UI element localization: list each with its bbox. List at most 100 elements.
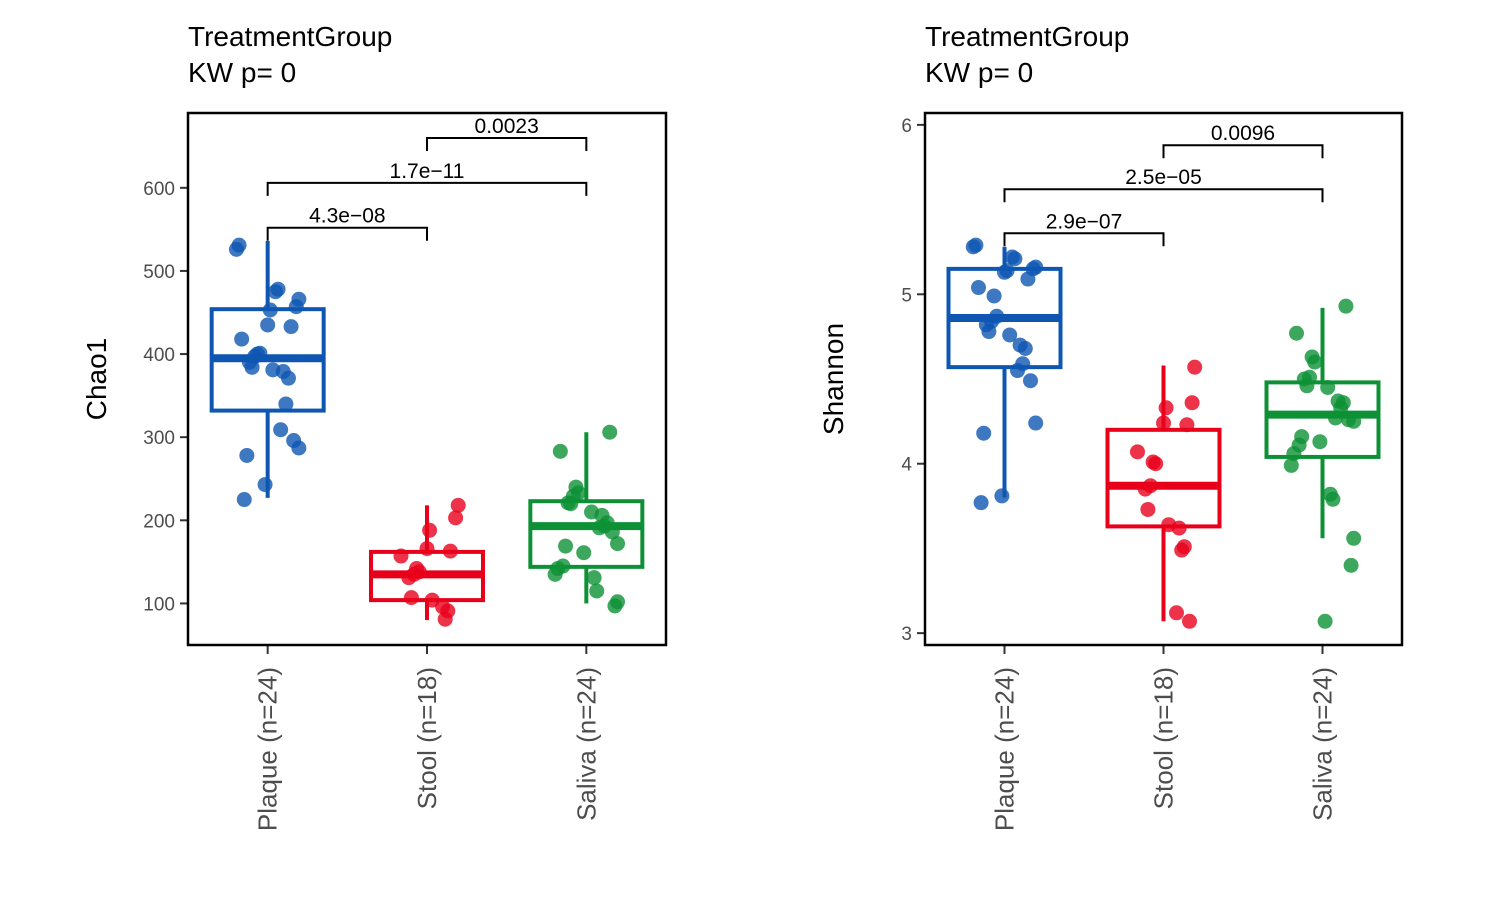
p-value-label: 2.9e−07 <box>1046 210 1123 233</box>
data-point-saliva <box>602 424 618 440</box>
x-tick-label: Saliva (n=24) <box>571 667 601 821</box>
chart-subtitle: KW p= 0 <box>188 57 296 88</box>
data-point-saliva <box>558 538 574 554</box>
data-point-plaque <box>1028 415 1044 431</box>
x-tick-label: Plaque (n=24) <box>253 667 283 831</box>
chart-title: TreatmentGroup <box>925 21 1129 52</box>
p-value-label: 0.0023 <box>475 115 539 138</box>
data-point-plaque <box>236 492 252 508</box>
y-axis-label: Chao1 <box>81 338 112 421</box>
data-point-stool <box>1156 415 1171 431</box>
data-point-plaque <box>973 495 989 511</box>
data-point-plaque <box>239 447 255 463</box>
data-point-plaque <box>981 324 997 340</box>
data-point-stool <box>1158 400 1174 416</box>
p-value-label: 0.0096 <box>1211 122 1275 145</box>
data-point-saliva <box>1320 379 1336 395</box>
chart-subtitle: KW p= 0 <box>925 57 1033 88</box>
y-tick-label: 200 <box>143 511 175 532</box>
data-point-saliva <box>1289 325 1304 341</box>
p-value-label: 2.5e−05 <box>1125 166 1202 189</box>
data-point-plaque <box>244 359 260 375</box>
data-point-plaque <box>291 440 307 456</box>
data-point-plaque <box>228 241 244 257</box>
data-point-stool <box>437 611 453 627</box>
data-point-saliva <box>591 520 607 536</box>
data-point-plaque <box>270 281 286 297</box>
data-point-saliva <box>1325 491 1341 507</box>
bracket-line <box>266 226 428 241</box>
data-point-plaque <box>283 319 299 335</box>
p-value-label: 4.3e−08 <box>309 205 386 228</box>
data-point-stool <box>403 590 419 606</box>
data-point-stool <box>1148 456 1164 472</box>
data-point-saliva <box>1286 446 1302 462</box>
data-point-stool <box>1187 359 1203 375</box>
chart-title: TreatmentGroup <box>188 21 392 52</box>
data-point-stool <box>1182 613 1197 629</box>
x-tick-label: Plaque (n=24) <box>990 667 1020 831</box>
data-point-stool <box>1169 605 1184 621</box>
data-point-stool <box>422 522 438 538</box>
data-point-saliva <box>607 598 623 614</box>
data-point-plaque <box>1002 327 1018 343</box>
data-point-saliva <box>563 496 579 512</box>
data-point-saliva <box>586 570 602 586</box>
data-point-saliva <box>552 443 568 459</box>
chart-panel-1: TreatmentGroup KW p= 0 Chao1 100 200 300 400 50… <box>81 21 668 831</box>
box-body <box>528 499 645 569</box>
data-point-saliva <box>1307 354 1323 370</box>
bracket-line <box>426 136 588 151</box>
bracket-line <box>1162 144 1324 159</box>
data-point-saliva <box>1338 298 1354 314</box>
data-point-saliva <box>1328 410 1343 426</box>
box-saliva <box>528 432 645 604</box>
data-point-saliva <box>1346 413 1362 429</box>
data-point-stool <box>419 541 435 557</box>
x-tick-label: Stool (n=18) <box>1149 667 1179 809</box>
data-point-saliva <box>576 545 592 561</box>
significance-bracket: 2.9e−07 <box>1003 210 1165 247</box>
box-plaque <box>946 246 1063 498</box>
data-point-saliva <box>589 583 605 599</box>
significance-bracket: 2.5e−05 <box>1003 166 1324 203</box>
data-point-plaque <box>1010 363 1025 379</box>
data-point-plaque <box>976 425 992 441</box>
y-tick-label: 400 <box>143 345 175 366</box>
data-point-saliva <box>547 566 563 582</box>
plot-frame <box>923 111 1404 647</box>
data-point-saliva <box>1317 613 1333 629</box>
data-point-stool <box>448 510 464 526</box>
data-point-stool <box>1137 481 1153 497</box>
data-point-stool <box>401 570 417 586</box>
data-point-saliva <box>610 536 626 552</box>
data-point-stool <box>1171 520 1187 536</box>
y-tick-label: 600 <box>143 179 175 200</box>
data-point-stool <box>442 543 458 559</box>
bracket-line <box>266 181 588 196</box>
significance-bracket: 4.3e−08 <box>266 205 428 241</box>
data-point-plaque <box>997 264 1012 280</box>
data-point-plaque <box>288 299 304 315</box>
data-point-plaque <box>278 396 294 412</box>
y-tick-label: 500 <box>143 262 175 283</box>
data-point-plaque <box>965 239 981 255</box>
significance-bracket: 0.0096 <box>1162 122 1324 159</box>
data-point-stool <box>450 497 466 513</box>
data-point-plaque <box>986 288 1002 304</box>
data-point-saliva <box>1343 557 1359 573</box>
data-point-stool <box>1130 444 1145 460</box>
data-point-plaque <box>260 317 276 333</box>
chart-panel-2: TreatmentGroup KW p= 0 Shannon 3 4 5 6 Plaque (… <box>818 21 1404 831</box>
y-tick-label: 4 <box>901 455 912 476</box>
data-point-plaque <box>280 370 296 386</box>
y-axis-label: Shannon <box>818 323 849 435</box>
y-tick-label: 3 <box>901 624 912 645</box>
x-tick-label: Saliva (n=24) <box>1308 667 1338 821</box>
significance-bracket: 0.0023 <box>426 115 588 151</box>
bracket-line <box>1003 232 1165 247</box>
data-point-saliva <box>1299 378 1315 394</box>
data-point-plaque <box>234 331 250 347</box>
